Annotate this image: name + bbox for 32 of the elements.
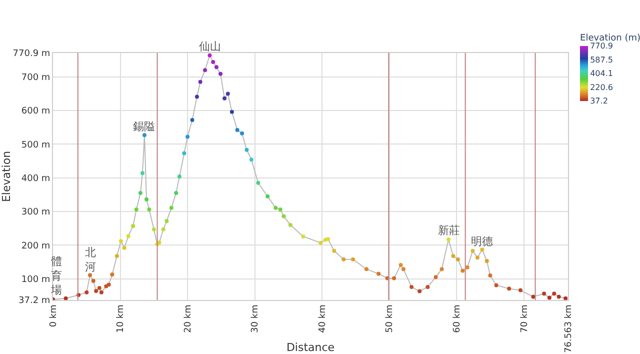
annotation: 明德 <box>471 235 493 248</box>
color-bar-label: 37.2 <box>590 96 608 106</box>
y-tick-label: 37.2 m <box>18 296 50 306</box>
x-tick-label: 20 km <box>183 304 194 333</box>
y-tick-label: 700 m <box>21 73 50 84</box>
x-tick-label: 76.563 km <box>564 304 574 353</box>
y-tick-label: 200 m <box>21 241 50 252</box>
x-tick-label: 30 km <box>250 304 261 333</box>
y-axis-title: Elevation <box>0 150 13 202</box>
x-tick-label: 0 km <box>48 304 59 328</box>
color-bar-label: 770.9 <box>590 42 614 51</box>
color-bar-label: 404.1 <box>590 69 614 78</box>
y-tick-label: 300 m <box>21 208 50 218</box>
color-bar-label: 220.6 <box>590 82 614 92</box>
annotation: 錫隘 <box>133 120 155 133</box>
color-bar-label: 587.5 <box>590 55 614 64</box>
y-tick-label: 770.9 m <box>12 49 50 60</box>
x-axis-title: Distance <box>286 341 335 354</box>
x-tick-label: 70 km <box>520 304 530 333</box>
y-tick-label: 100 m <box>21 275 50 286</box>
x-tick-label: 40 km <box>318 304 328 333</box>
annotation: 北河 <box>85 246 96 274</box>
x-tick-label: 10 km <box>116 304 126 333</box>
annotation: 仙山 <box>199 40 221 53</box>
annotation: 新莊 <box>438 224 460 237</box>
x-tick-label: 50 km <box>385 304 396 333</box>
y-tick-label: 600 m <box>21 106 50 117</box>
y-tick-label: 500 m <box>21 140 50 150</box>
annotation: 體育場 <box>50 255 62 297</box>
y-tick-label: 400 m <box>21 174 50 184</box>
color-bar-title: Elevation (m) <box>580 34 640 44</box>
x-tick-label: 60 km <box>452 304 463 333</box>
